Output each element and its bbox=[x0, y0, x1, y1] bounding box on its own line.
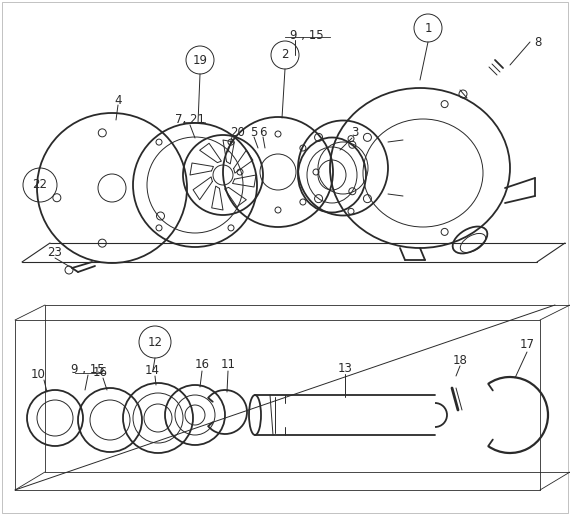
Text: 17: 17 bbox=[519, 338, 535, 352]
Text: 14: 14 bbox=[145, 364, 160, 376]
Text: 4: 4 bbox=[114, 94, 122, 107]
Text: 12: 12 bbox=[148, 335, 162, 349]
Text: 9 , 15: 9 , 15 bbox=[290, 28, 324, 42]
Text: 5: 5 bbox=[250, 126, 258, 139]
Text: 16: 16 bbox=[92, 366, 108, 379]
Text: 7, 21: 7, 21 bbox=[175, 113, 205, 127]
Text: 10: 10 bbox=[31, 369, 46, 382]
Text: 16: 16 bbox=[194, 358, 210, 371]
Text: 11: 11 bbox=[221, 358, 235, 371]
Text: 6: 6 bbox=[259, 126, 267, 139]
Text: 22: 22 bbox=[32, 179, 47, 192]
Text: 20: 20 bbox=[230, 126, 246, 139]
Text: 3: 3 bbox=[351, 127, 359, 140]
Text: 18: 18 bbox=[453, 353, 467, 367]
Text: 1: 1 bbox=[424, 22, 431, 35]
Text: 8: 8 bbox=[534, 36, 542, 48]
Text: 23: 23 bbox=[47, 247, 63, 260]
Text: 13: 13 bbox=[337, 362, 352, 374]
Text: 2: 2 bbox=[281, 48, 289, 61]
Text: 9 , 15: 9 , 15 bbox=[71, 364, 105, 376]
Text: 19: 19 bbox=[193, 54, 207, 66]
